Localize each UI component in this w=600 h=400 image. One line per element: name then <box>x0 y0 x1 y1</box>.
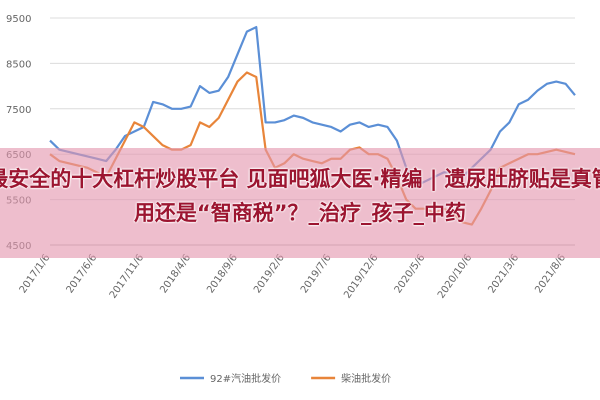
overlay-text: 最安全的十大杠杆炒股平台 见面吧狐大医·精编 | 遗尿肚脐贴是真管用还是“智商税… <box>0 167 600 225</box>
x-tick-label: 2017/6/6 <box>65 252 100 295</box>
x-tick-label: 2019/12/6 <box>342 252 380 300</box>
x-tick-label: 2018/9/6 <box>205 252 240 295</box>
x-tick-label: 2019/2/6 <box>252 252 287 295</box>
y-tick-label: 9500 <box>6 14 31 25</box>
x-tick-label: 2019/7/6 <box>299 252 334 295</box>
y-tick-label: 7500 <box>6 105 31 116</box>
legend-label: 92#汽油批发价 <box>210 372 281 385</box>
x-tick-label: 2020/5/6 <box>393 252 428 295</box>
x-tick-label: 2020/10/6 <box>436 252 474 300</box>
overlay-banner: 最安全的十大杠杆炒股平台 见面吧狐大医·精编 | 遗尿肚脐贴是真管用还是“智商税… <box>0 148 600 258</box>
x-tick-label: 2017/1/6 <box>18 252 53 295</box>
x-tick-label: 2017/11/6 <box>108 252 146 300</box>
x-tick-label: 2021/8/6 <box>533 252 568 295</box>
x-tick-label: 2018/4/6 <box>158 252 193 295</box>
y-tick-label: 8500 <box>6 59 31 70</box>
x-tick-label: 2021/3/6 <box>486 252 521 295</box>
legend-label: 柴油批发价 <box>341 372 391 385</box>
